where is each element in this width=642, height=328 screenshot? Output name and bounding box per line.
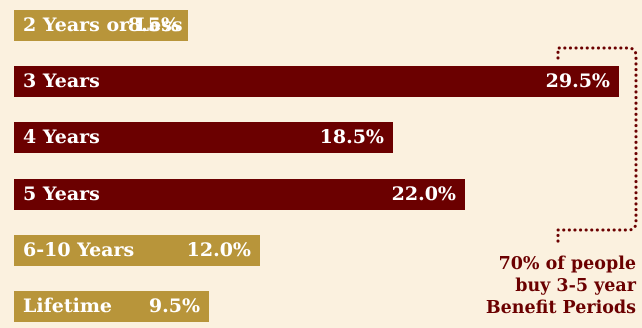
bar: 5 Years 22.0%	[14, 179, 465, 210]
bar: 2 Years or Less 8.5%	[14, 10, 188, 41]
annotation-line: 70% of people	[498, 254, 636, 274]
bar-value-label: 22.0%	[391, 183, 456, 205]
bar-label: 2 Years or Less	[23, 14, 183, 36]
bar: 6-10 Years 12.0%	[14, 235, 260, 266]
annotation-line: Benefit Periods	[485, 298, 636, 318]
bar-value-label: 8.5%	[127, 14, 179, 36]
bar: 4 Years 18.5%	[14, 122, 393, 153]
bar-label: 4 Years	[23, 126, 100, 148]
bar: 3 Years 29.5%	[14, 66, 619, 97]
bar-label: 6-10 Years	[23, 239, 135, 261]
bar-value-label: 18.5%	[319, 126, 384, 148]
bar-label: Lifetime	[23, 295, 113, 317]
bar-label: 3 Years	[23, 70, 100, 92]
bar: Lifetime 9.5%	[14, 291, 209, 322]
bar-label: 5 Years	[23, 183, 100, 205]
annotation-text: 70% of people buy 3-5 year Benefit Perio…	[436, 253, 636, 319]
bar-value-label: 9.5%	[148, 295, 200, 317]
annotation-line: buy 3-5 year	[515, 276, 636, 296]
bar-value-label: 29.5%	[545, 70, 610, 92]
bar-value-label: 12.0%	[186, 239, 251, 261]
